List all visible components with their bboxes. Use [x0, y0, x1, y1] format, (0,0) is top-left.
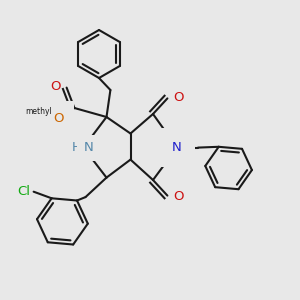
- Text: methyl: methyl: [25, 107, 52, 116]
- Text: O: O: [53, 112, 64, 125]
- Text: O: O: [50, 80, 61, 93]
- Text: H: H: [72, 141, 82, 154]
- Text: Cl: Cl: [17, 184, 30, 198]
- Text: methyl: methyl: [26, 108, 51, 114]
- Text: O: O: [173, 91, 184, 104]
- Text: N: N: [172, 141, 182, 154]
- Text: O: O: [173, 190, 184, 203]
- Text: N: N: [84, 141, 94, 154]
